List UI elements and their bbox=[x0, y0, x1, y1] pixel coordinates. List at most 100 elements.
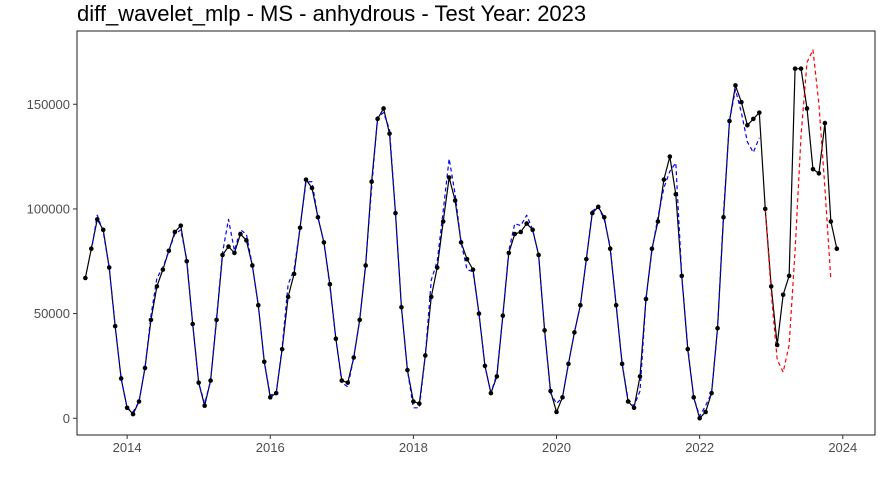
chart-title: diff_wavelet_mlp - MS - anhydrous - Test… bbox=[77, 1, 587, 26]
data-point bbox=[786, 273, 792, 279]
data-point bbox=[184, 258, 190, 264]
data-point bbox=[363, 263, 368, 268]
x-tick-label: 2014 bbox=[113, 440, 142, 455]
data-point bbox=[548, 388, 553, 394]
x-tick-label: 2022 bbox=[685, 440, 714, 455]
data-point bbox=[238, 231, 243, 237]
data-point bbox=[476, 311, 482, 316]
data-point bbox=[572, 330, 577, 335]
data-point bbox=[566, 361, 571, 367]
data-point bbox=[148, 317, 154, 323]
data-point bbox=[256, 302, 261, 308]
data-point bbox=[625, 399, 631, 404]
data-point bbox=[345, 380, 351, 385]
data-point bbox=[643, 296, 649, 302]
forecast-series-line bbox=[764, 49, 832, 373]
data-point bbox=[387, 131, 392, 136]
data-point bbox=[518, 229, 524, 235]
data-point bbox=[792, 66, 798, 71]
data-point bbox=[500, 313, 506, 318]
data-point bbox=[554, 409, 559, 415]
data-point bbox=[196, 380, 201, 385]
data-point bbox=[679, 273, 685, 279]
data-point bbox=[232, 250, 237, 256]
data-point bbox=[154, 284, 160, 289]
data-point bbox=[321, 240, 327, 245]
data-point bbox=[745, 122, 750, 128]
x-tick-label: 2018 bbox=[399, 440, 428, 455]
data-point bbox=[661, 177, 667, 182]
data-point bbox=[834, 246, 840, 251]
data-point bbox=[267, 395, 273, 400]
data-point bbox=[106, 265, 112, 270]
data-point bbox=[721, 215, 726, 220]
data-point bbox=[590, 210, 595, 216]
y-tick-label: 150000 bbox=[27, 97, 70, 112]
data-point bbox=[709, 390, 714, 396]
data-point bbox=[727, 118, 732, 124]
data-point bbox=[697, 415, 702, 421]
data-point bbox=[458, 240, 464, 245]
data-point bbox=[542, 328, 547, 333]
data-point bbox=[434, 265, 440, 270]
data-point bbox=[595, 204, 601, 210]
data-point bbox=[685, 346, 691, 352]
data-point bbox=[780, 292, 786, 298]
data-point bbox=[691, 395, 696, 400]
data-point bbox=[208, 378, 213, 383]
data-point bbox=[560, 395, 565, 400]
y-tick-label: 50000 bbox=[34, 306, 70, 321]
y-tick-label: 100000 bbox=[27, 201, 70, 216]
data-point bbox=[768, 284, 774, 289]
data-point bbox=[100, 227, 106, 233]
data-point bbox=[488, 390, 494, 396]
data-point bbox=[327, 281, 333, 287]
data-point bbox=[279, 346, 285, 352]
data-point bbox=[375, 116, 380, 122]
data-point bbox=[411, 399, 416, 404]
data-point bbox=[291, 271, 297, 277]
data-point bbox=[172, 229, 178, 235]
data-point bbox=[166, 248, 172, 254]
data-point bbox=[399, 305, 404, 310]
data-point bbox=[506, 250, 512, 256]
data-point bbox=[202, 403, 207, 408]
data-point bbox=[667, 154, 673, 159]
data-point bbox=[703, 409, 708, 415]
data-point bbox=[637, 374, 643, 379]
data-point bbox=[178, 223, 184, 228]
data-point bbox=[494, 374, 500, 379]
data-point bbox=[124, 405, 130, 411]
data-point bbox=[130, 411, 136, 417]
data-point bbox=[297, 225, 303, 231]
y-tick-label: 0 bbox=[63, 411, 70, 426]
data-point bbox=[613, 302, 619, 308]
data-point bbox=[649, 246, 655, 251]
data-point bbox=[315, 215, 321, 220]
data-point bbox=[417, 401, 422, 406]
data-point bbox=[333, 336, 339, 342]
plot-panel bbox=[76, 30, 876, 436]
data-point bbox=[828, 219, 834, 224]
data-point bbox=[578, 302, 583, 308]
data-point bbox=[631, 405, 637, 411]
data-point bbox=[482, 363, 488, 369]
data-point bbox=[369, 179, 374, 185]
data-point bbox=[261, 359, 267, 365]
data-point bbox=[816, 171, 822, 176]
data-point bbox=[112, 323, 118, 329]
data-point bbox=[339, 378, 345, 383]
data-point bbox=[226, 244, 231, 249]
data-point bbox=[89, 246, 94, 251]
data-point bbox=[739, 99, 744, 105]
data-point bbox=[446, 175, 452, 180]
x-tick-label: 2020 bbox=[542, 440, 571, 455]
data-point bbox=[423, 353, 428, 358]
data-point bbox=[810, 166, 816, 172]
data-point bbox=[273, 390, 279, 396]
data-point bbox=[94, 217, 100, 222]
data-point bbox=[512, 231, 518, 237]
data-point bbox=[530, 227, 535, 233]
data-point bbox=[536, 252, 541, 258]
data-point bbox=[136, 399, 142, 404]
